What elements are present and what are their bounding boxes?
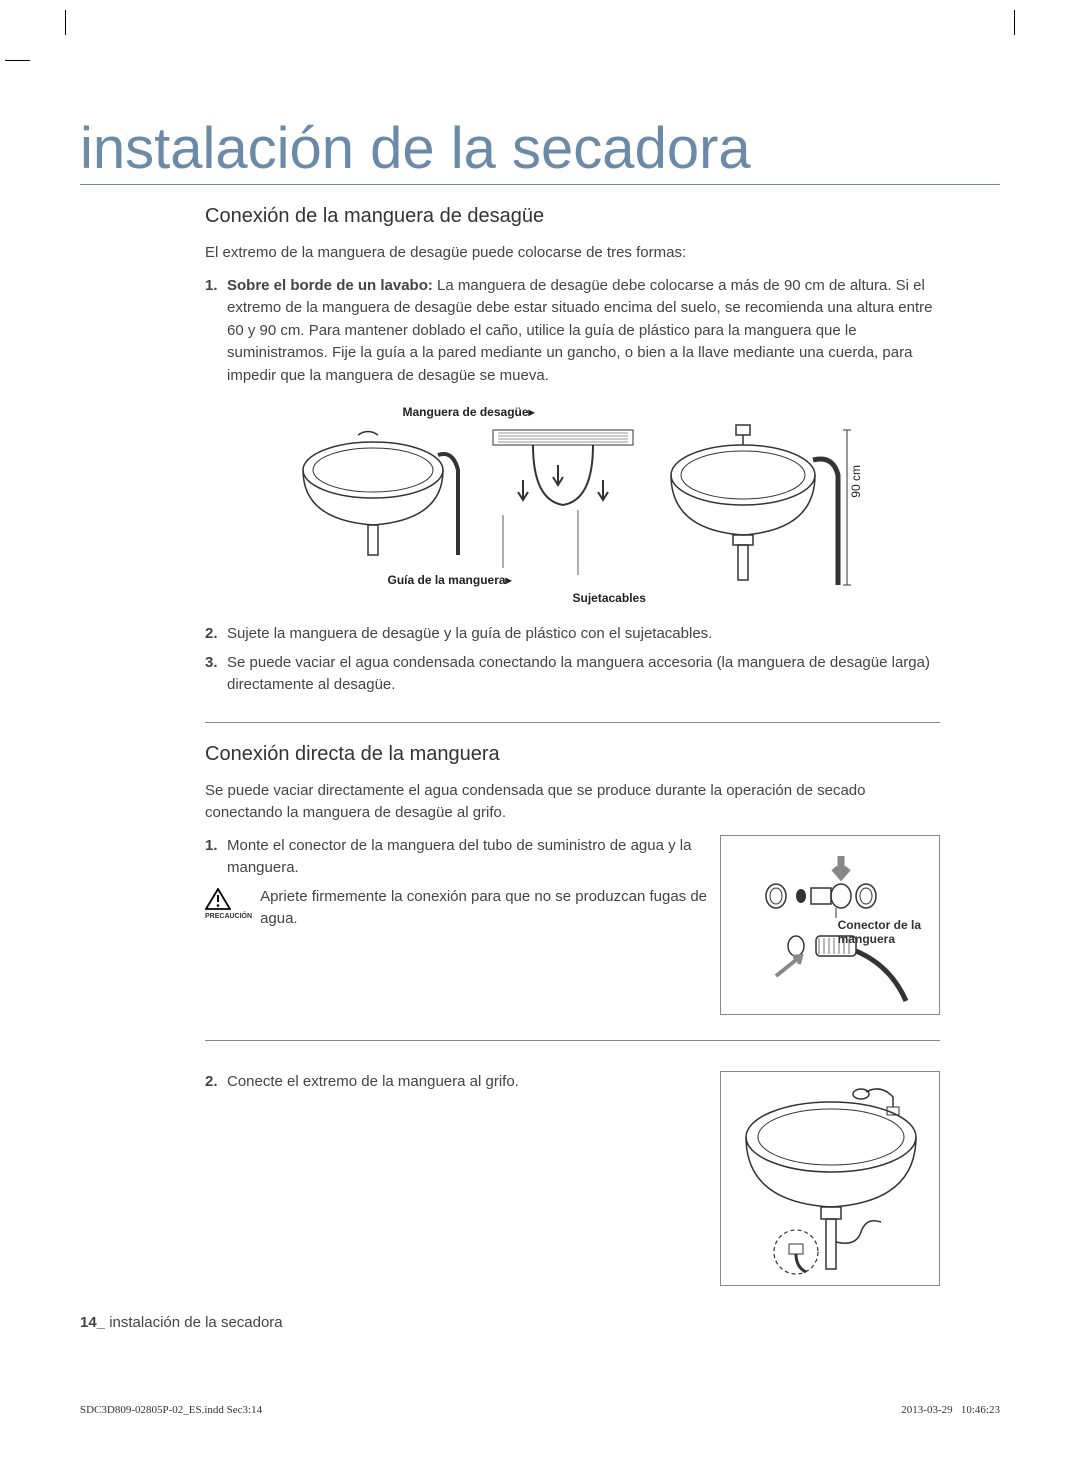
diagram1: Manguera de desagüe▸ Guía de la manguera… <box>205 405 940 605</box>
item-number: 1. <box>205 275 218 298</box>
item-number: 1. <box>205 835 218 858</box>
item-text: Conecte el extremo de la manguera al gri… <box>227 1073 519 1090</box>
faucet-figure <box>720 1071 940 1286</box>
divider <box>205 722 940 723</box>
footer-page-num: 14_ <box>80 1314 105 1331</box>
page-title: instalación de la secadora <box>80 115 1000 185</box>
caution-label: PRECAUCIÓN <box>205 913 252 920</box>
connector-figure: Conector de la manguera <box>720 835 940 1015</box>
divider <box>205 1040 940 1041</box>
caution-text: Apriete firmemente la conexión para que … <box>260 886 708 931</box>
item-text: Se puede vaciar el agua condensada conec… <box>227 654 930 694</box>
connector-label: Conector de la manguera <box>838 918 921 947</box>
footer-text: instalación de la secadora <box>109 1314 282 1331</box>
sink-diagram-1 <box>293 420 468 570</box>
page-footer: 14_ instalación de la secadora <box>80 1314 283 1331</box>
item-number: 2. <box>205 1071 218 1094</box>
list-item: 1. Sobre el borde de un lavabo: La mangu… <box>205 275 940 388</box>
item-bold-prefix: Sobre el borde de un lavabo: <box>227 277 433 294</box>
item-text: Monte el conector de la manguera del tub… <box>227 837 691 877</box>
section1-heading: Conexión de la manguera de desagüe <box>205 205 940 228</box>
faucet-diagram <box>721 1072 941 1287</box>
list-item: 2. Conecte el extremo de la manguera al … <box>205 1071 708 1094</box>
crop-mark <box>1014 10 1015 35</box>
content-area: Conexión de la manguera de desagüe El ex… <box>205 205 940 1286</box>
sink-diagram-2 <box>663 420 853 590</box>
section2-step2-text: 2. Conecte el extremo de la manguera al … <box>205 1071 708 1286</box>
section1-intro: El extremo de la manguera de desagüe pue… <box>205 242 940 265</box>
hose-guide-diagram <box>483 420 643 575</box>
item-text: Sujete la manguera de desagüe y la guía … <box>227 625 712 642</box>
item-number: 3. <box>205 652 218 675</box>
print-footer: SDC3D809-02805P-02_ES.indd Sec3:14 2013-… <box>80 1404 1000 1416</box>
crop-mark <box>5 60 30 61</box>
list-item: 3. Se puede vaciar el agua condensada co… <box>205 652 940 697</box>
section2-right-col: Conector de la manguera <box>720 835 940 1015</box>
section2-left-col: 1. Monte el conector de la manguera del … <box>205 835 708 1015</box>
section2-heading: Conexión directa de la manguera <box>205 743 940 766</box>
section2-step2-fig <box>720 1071 940 1286</box>
diagram-label-top: Manguera de desagüe▸ <box>403 405 535 419</box>
print-datetime: 2013-03-29 10:46:23 <box>901 1404 1000 1416</box>
section2: Conexión directa de la manguera Se puede… <box>205 743 940 1286</box>
list-item: 2. Sujete la manguera de desagüe y la gu… <box>205 623 940 646</box>
print-file: SDC3D809-02805P-02_ES.indd Sec3:14 <box>80 1404 262 1416</box>
section1-list-cont: 2. Sujete la manguera de desagüe y la gu… <box>205 623 940 697</box>
section1-list: 1. Sobre el borde de un lavabo: La mangu… <box>205 275 940 388</box>
list-item: 1. Monte el conector de la manguera del … <box>205 835 708 880</box>
section2-intro: Se puede vaciar directamente el agua con… <box>205 780 940 825</box>
caution-row: PRECAUCIÓN Apriete firmemente la conexió… <box>205 886 708 931</box>
warning-icon <box>205 888 231 910</box>
item-number: 2. <box>205 623 218 646</box>
diagram-label-bottom-center: Sujetacables <box>573 591 646 605</box>
diagram-label-bottom-left: Guía de la manguera▸ <box>388 573 512 587</box>
crop-mark <box>65 10 66 35</box>
caution-icon-wrapper: PRECAUCIÓN <box>205 888 252 920</box>
